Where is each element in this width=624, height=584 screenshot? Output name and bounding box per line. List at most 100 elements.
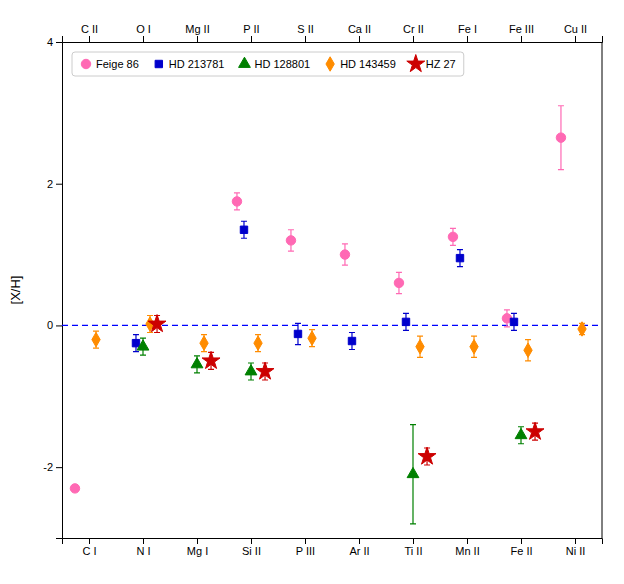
point xyxy=(578,322,586,336)
series xyxy=(70,106,565,493)
tick: S II xyxy=(297,23,314,42)
point xyxy=(200,336,208,350)
tick-mark xyxy=(56,325,62,326)
legend-box xyxy=(72,52,464,76)
point xyxy=(402,318,409,325)
legend-item: HD 128801 xyxy=(239,57,311,70)
tick: Ni II xyxy=(566,538,586,557)
tick-label: Fe III xyxy=(509,23,534,35)
point xyxy=(515,428,527,438)
tick-mark xyxy=(359,36,360,42)
tick-label: S II xyxy=(297,23,314,35)
chart: C I N I Mg I Si II P III Ar II Ti II Mn II Fe II… xyxy=(0,0,624,584)
tick-label: C I xyxy=(82,545,96,557)
legend-item: HD 143459 xyxy=(326,57,396,71)
tick-mark xyxy=(251,538,252,544)
series xyxy=(132,221,517,351)
point xyxy=(348,337,355,344)
tick-mark xyxy=(467,36,468,42)
legend-item: HZ 27 xyxy=(407,55,456,72)
point xyxy=(254,336,262,350)
tick-mark xyxy=(305,36,306,42)
tick: 0 xyxy=(47,319,62,331)
tick: Ca II xyxy=(348,23,371,42)
tick-mark xyxy=(413,36,414,42)
point xyxy=(556,133,565,142)
legend-symbol xyxy=(155,60,162,67)
point xyxy=(191,358,203,368)
tick-mark xyxy=(359,538,360,544)
point xyxy=(240,226,247,233)
point xyxy=(470,339,478,353)
tick-label: -2 xyxy=(43,461,53,473)
legend-label: HD 128801 xyxy=(254,58,310,70)
legend-symbol xyxy=(239,57,251,67)
tick: Ar II xyxy=(349,538,369,557)
tick-mark xyxy=(413,538,414,544)
tick: Cu II xyxy=(564,23,587,42)
tick: Ti II xyxy=(405,538,423,557)
tick-label: C II xyxy=(81,23,98,35)
tick-label: Fe II xyxy=(510,545,532,557)
tick-label: O I xyxy=(136,23,151,35)
tick-label: P II xyxy=(243,23,259,35)
tick-label: Ti II xyxy=(405,545,423,557)
tick-mark xyxy=(197,538,198,544)
tick-mark xyxy=(56,467,62,468)
tick-label: 2 xyxy=(47,178,53,190)
tick: C II xyxy=(81,23,98,42)
legend: Feige 86 HD 213781 HD 128801 HD 143459 HZ 27 xyxy=(72,52,464,76)
error-bar xyxy=(457,250,463,267)
point xyxy=(256,362,274,379)
x-axis: C I N I Mg I Si II P III Ar II Ti II Mn II Fe II… xyxy=(63,538,603,557)
tick: Mn II xyxy=(455,538,479,557)
tick-label: P III xyxy=(296,545,315,557)
tick-label: Ni II xyxy=(566,545,586,557)
tick-label: 0 xyxy=(47,319,53,331)
axis-line xyxy=(63,539,603,545)
tick-mark xyxy=(89,36,90,42)
tick: Mg II xyxy=(185,23,209,42)
tick-label: Si II xyxy=(242,545,261,557)
legend-symbol xyxy=(81,59,90,68)
point xyxy=(394,278,403,287)
tick: Si II xyxy=(242,538,261,557)
tick-label: Ca II xyxy=(348,23,371,35)
tick: -2 xyxy=(43,461,62,473)
tick: N I xyxy=(136,538,150,557)
point xyxy=(137,340,149,350)
point xyxy=(245,365,257,375)
point xyxy=(70,484,79,493)
legend-label: Feige 86 xyxy=(96,58,139,70)
point xyxy=(407,467,419,477)
legend-symbol xyxy=(407,55,425,72)
tick-mark xyxy=(575,538,576,544)
error-bar xyxy=(403,313,409,330)
point xyxy=(418,447,436,464)
tick-mark xyxy=(56,184,62,185)
tick-mark xyxy=(305,538,306,544)
tick: P II xyxy=(243,23,259,42)
point xyxy=(448,232,457,241)
tick: P III xyxy=(296,538,315,557)
legend-label: HD 213781 xyxy=(169,58,225,70)
series xyxy=(92,316,586,361)
tick: Fe III xyxy=(509,23,534,42)
tick: Fe II xyxy=(510,538,532,557)
tick: Mg I xyxy=(187,538,208,557)
tick: 4 xyxy=(47,36,62,48)
tick: O I xyxy=(136,23,151,42)
tick-mark xyxy=(89,538,90,544)
error-bar xyxy=(295,323,301,344)
point xyxy=(132,339,139,346)
frame xyxy=(602,42,603,538)
point xyxy=(202,351,220,368)
tick: 2 xyxy=(47,178,62,190)
reference-line xyxy=(62,325,602,326)
legend-label: HD 143459 xyxy=(340,58,396,70)
point xyxy=(148,315,166,332)
series xyxy=(148,315,544,465)
point xyxy=(92,332,100,346)
point xyxy=(510,318,517,325)
legend-item: Feige 86 xyxy=(81,58,139,70)
